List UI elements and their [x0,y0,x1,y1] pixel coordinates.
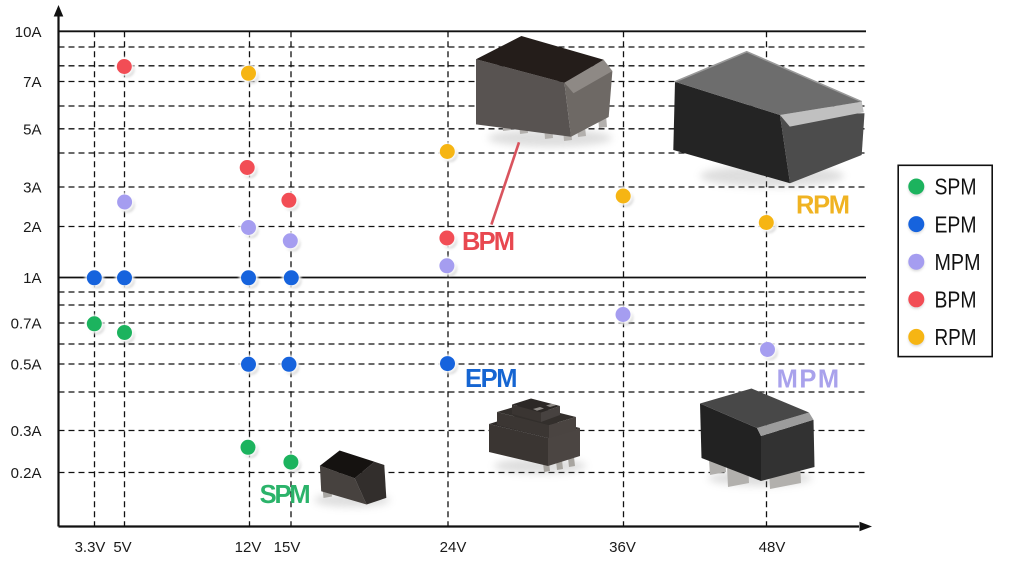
svg-text:0.7A: 0.7A [11,316,42,333]
svg-text:15V: 15V [274,539,301,556]
svg-text:SPM: SPM [260,481,311,509]
svg-text:5A: 5A [23,121,41,138]
svg-text:24V: 24V [440,539,467,556]
svg-text:BPM: BPM [462,228,515,256]
svg-text:EPM: EPM [935,211,977,237]
svg-text:RPM: RPM [796,192,850,220]
svg-text:SPM: SPM [935,174,977,200]
svg-text:0.2A: 0.2A [11,465,42,482]
svg-text:3A: 3A [23,180,41,197]
svg-text:48V: 48V [759,539,786,556]
svg-text:2A: 2A [23,219,41,236]
svg-text:10A: 10A [15,24,42,41]
svg-text:EPM: EPM [465,365,518,393]
svg-text:MPM: MPM [935,249,981,275]
svg-text:0.5A: 0.5A [11,357,42,374]
svg-text:12V: 12V [235,539,262,556]
svg-text:1A: 1A [23,270,41,287]
svg-text:RPM: RPM [935,324,977,350]
svg-text:36V: 36V [609,539,636,556]
svg-text:7A: 7A [23,74,41,91]
svg-text:5V: 5V [113,539,131,556]
svg-text:MPM: MPM [777,366,840,394]
svg-text:BPM: BPM [935,287,977,313]
svg-text:3.3V: 3.3V [75,539,106,556]
svg-text:0.3A: 0.3A [11,423,42,440]
